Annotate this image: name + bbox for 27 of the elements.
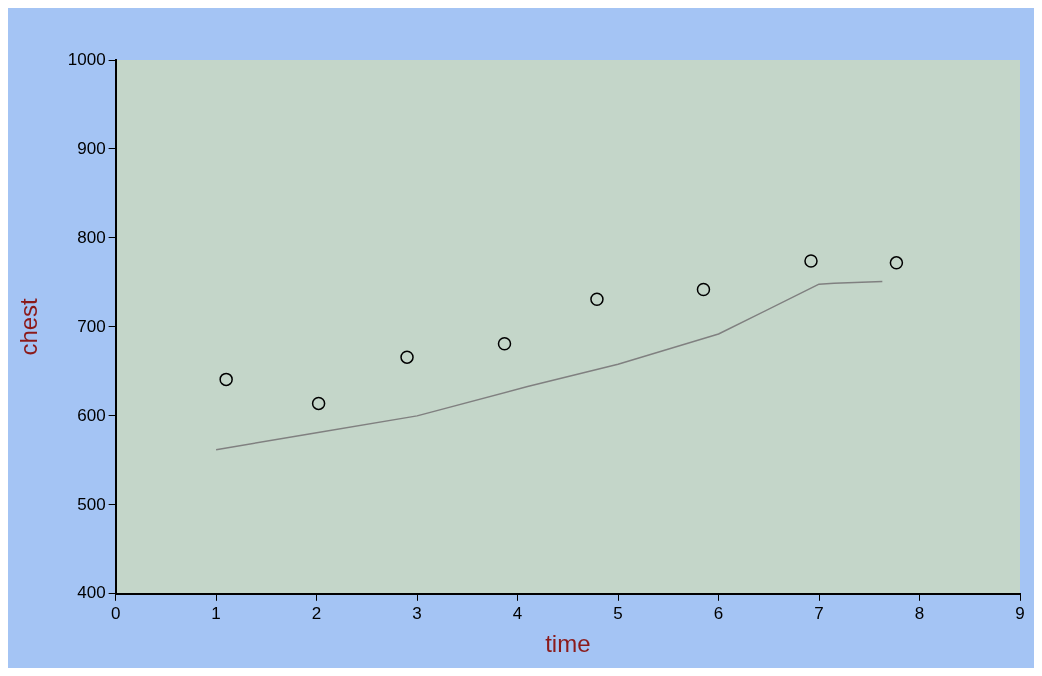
- y-tick-label: 400: [77, 583, 106, 603]
- y-tick-label: 1000: [67, 49, 106, 69]
- x-tick-label: 6: [713, 603, 724, 623]
- point: [400, 350, 414, 364]
- point: [311, 396, 326, 411]
- x-tick-label: 0: [110, 603, 121, 623]
- x-tick-label: 9: [1015, 603, 1025, 623]
- y-tick-label: 900: [77, 138, 106, 158]
- y-tick-label: 500: [77, 494, 106, 514]
- y-tick-label: 600: [77, 405, 106, 425]
- point: [497, 337, 512, 351]
- x-tick-label: 4: [512, 603, 523, 623]
- x-tick-label: 8: [914, 603, 925, 623]
- point: [219, 372, 233, 387]
- x-tick-label: 2: [311, 603, 322, 623]
- point: [804, 254, 818, 268]
- x-axis-title: time: [545, 630, 591, 658]
- point: [889, 256, 904, 270]
- y-axis-title: chest: [15, 297, 43, 356]
- x-tick-label: 1: [211, 603, 221, 623]
- x-tick-label: 3: [412, 603, 422, 623]
- y-tick-label: 800: [77, 227, 106, 247]
- point: [696, 282, 711, 297]
- point: [590, 292, 604, 307]
- x-tick-label: 7: [814, 603, 824, 623]
- y-tick-label: 700: [77, 316, 106, 336]
- x-tick-label: 5: [613, 603, 623, 623]
